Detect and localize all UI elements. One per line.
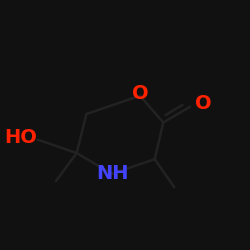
Text: O: O	[132, 84, 148, 103]
Text: O: O	[195, 94, 212, 112]
Text: HO: HO	[4, 128, 37, 147]
Text: NH: NH	[96, 164, 128, 183]
